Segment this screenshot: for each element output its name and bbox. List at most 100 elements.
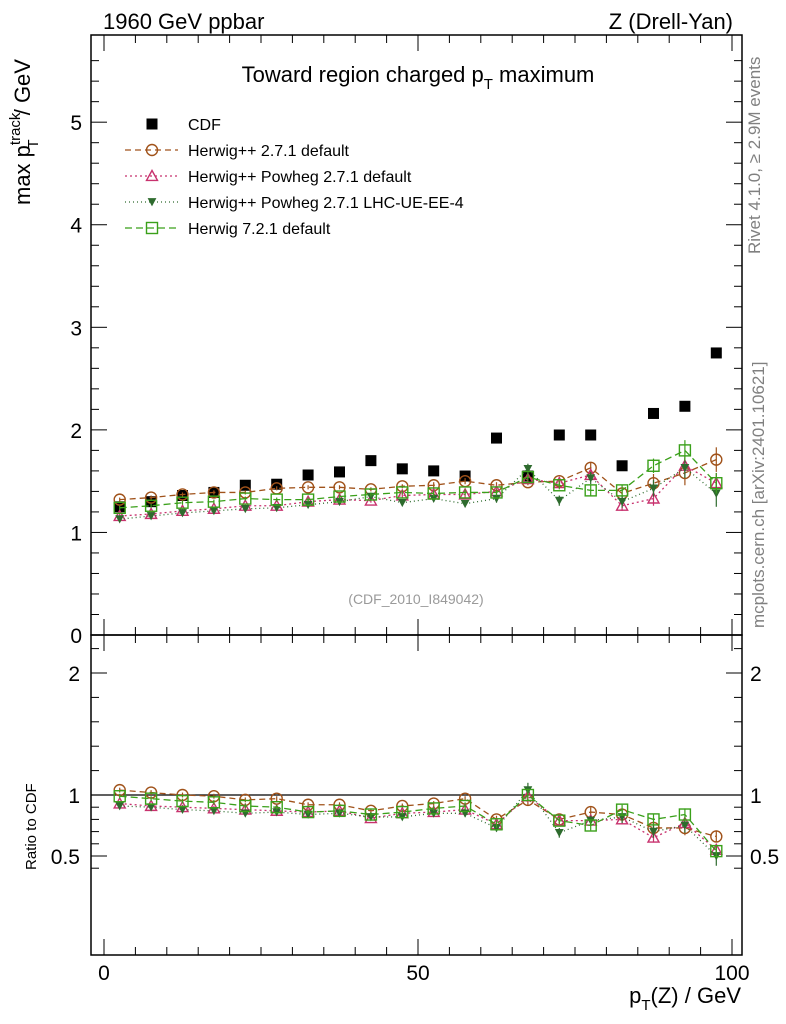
- data-point: [679, 400, 691, 412]
- y-tick-label: 3: [70, 317, 82, 340]
- data-point: [366, 813, 376, 822]
- main-axis-ticks: 0 1 2 3 4 5: [70, 35, 742, 648]
- data-point: [427, 487, 440, 500]
- series-line: [119, 789, 717, 838]
- series-line: [119, 795, 717, 851]
- data-point: [584, 819, 597, 832]
- data-point: [209, 807, 219, 816]
- data-point: [458, 487, 472, 500]
- data-point: [615, 812, 629, 825]
- data-point: [428, 465, 440, 477]
- data-point: [427, 802, 440, 815]
- ratio-axis-ticks: 0.5 0.5 1 1 2 2 0 50 100: [51, 635, 779, 985]
- data-point: [647, 459, 660, 472]
- data-point: [115, 515, 125, 524]
- legend-marker: [147, 198, 157, 207]
- data-point: [397, 498, 407, 508]
- data-point: [458, 799, 472, 813]
- data-point: [490, 818, 503, 831]
- data-point: [646, 491, 661, 504]
- data-point: [615, 498, 629, 511]
- data-point: [680, 463, 690, 473]
- data-point: [209, 507, 219, 516]
- y-tick-label: 4: [70, 215, 82, 238]
- ratio-panel: 0.5 0.5 1 1 2 2 0 50 100 Ratio to CDF: [23, 634, 779, 985]
- series-line: [119, 449, 717, 509]
- legend-label: Herwig++ Powheg 2.7.1 LHC-UE-EE-4: [188, 195, 464, 212]
- header-process-label: Z (Drell-Yan): [609, 9, 733, 34]
- data-point: [270, 801, 283, 814]
- data-point: [365, 455, 377, 467]
- data-point: [115, 802, 125, 811]
- data-point: [521, 788, 535, 802]
- data-point: [146, 803, 156, 812]
- data-point: [207, 486, 221, 499]
- data-point: [396, 805, 409, 819]
- series-cdf: [114, 347, 722, 513]
- data-point: [302, 469, 314, 481]
- data-point: [586, 474, 596, 483]
- data-point: [678, 444, 692, 457]
- data-point: [113, 493, 126, 506]
- data-point: [364, 808, 378, 821]
- ratio-series-group: [113, 782, 723, 866]
- legend-label: Herwig++ 2.7.1 default: [188, 143, 350, 160]
- data-point: [334, 466, 345, 478]
- ratio-y-tick-label-right: 1: [750, 785, 762, 808]
- legend-label: CDF: [188, 117, 221, 134]
- data-point: [710, 347, 722, 359]
- data-point: [176, 496, 189, 509]
- data-point: [239, 492, 252, 505]
- data-point: [270, 493, 283, 506]
- data-point: [396, 486, 409, 499]
- data-point: [710, 830, 723, 843]
- data-point: [553, 429, 565, 441]
- data-point: [710, 453, 723, 466]
- legend-marker: [146, 118, 158, 130]
- analysis-watermark: (CDF_2010_I849042): [348, 591, 483, 607]
- data-point: [145, 496, 157, 508]
- y-axis-label: max ptrackT / GeV: [7, 59, 42, 205]
- data-point: [178, 805, 187, 815]
- legend-item: Herwig++ Powheg 2.7.1 default: [125, 169, 412, 186]
- data-point: [458, 486, 472, 499]
- data-point: [490, 486, 503, 499]
- y-tick-label: 2: [70, 420, 82, 443]
- series-herwig-2-7-1-default: [113, 447, 723, 506]
- data-point: [178, 509, 187, 518]
- data-point: [239, 799, 252, 813]
- ratio-y-tick-label-left: 2: [68, 663, 80, 686]
- ratio-y-tick-label-left: 0.5: [51, 846, 80, 869]
- data-point: [648, 407, 659, 419]
- data-point: [678, 808, 692, 821]
- data-point: [649, 484, 658, 493]
- legend-marker: [145, 221, 159, 235]
- data-point: [553, 479, 566, 492]
- series-herwig-7-2-1-default: [113, 788, 723, 858]
- data-point: [364, 488, 378, 501]
- data-point: [364, 811, 378, 824]
- data-point: [552, 813, 566, 826]
- data-point: [144, 491, 158, 504]
- data-point: [492, 494, 501, 503]
- x-tick-label: 100: [714, 962, 749, 985]
- legend-item: CDF: [146, 117, 221, 134]
- ratio-y-tick-label-right: 0.5: [750, 846, 779, 869]
- legend-label: Herwig++ Powheg 2.7.1 default: [188, 169, 412, 186]
- data-point: [646, 830, 661, 843]
- series-herwig-powheg-2-7-1-default: [113, 456, 723, 522]
- main-series-group: [113, 347, 723, 524]
- data-point: [301, 493, 315, 506]
- data-point: [396, 463, 408, 475]
- legend: CDF Herwig++ 2.7.1 default Herwig++ Powheg…: [125, 117, 464, 238]
- data-point: [207, 495, 221, 508]
- mcplots-reference-label: mcplots.cern.ch [arXiv:2401.10621]: [749, 362, 768, 628]
- data-point: [301, 481, 315, 494]
- series-herwig-powheg-2-7-1-default: [113, 789, 723, 856]
- data-point: [240, 504, 250, 514]
- main-plot-title: Toward region charged pT maximum: [242, 62, 595, 93]
- data-point: [554, 496, 564, 506]
- data-point: [492, 824, 501, 833]
- ratio-y-tick-label-left: 1: [68, 785, 80, 808]
